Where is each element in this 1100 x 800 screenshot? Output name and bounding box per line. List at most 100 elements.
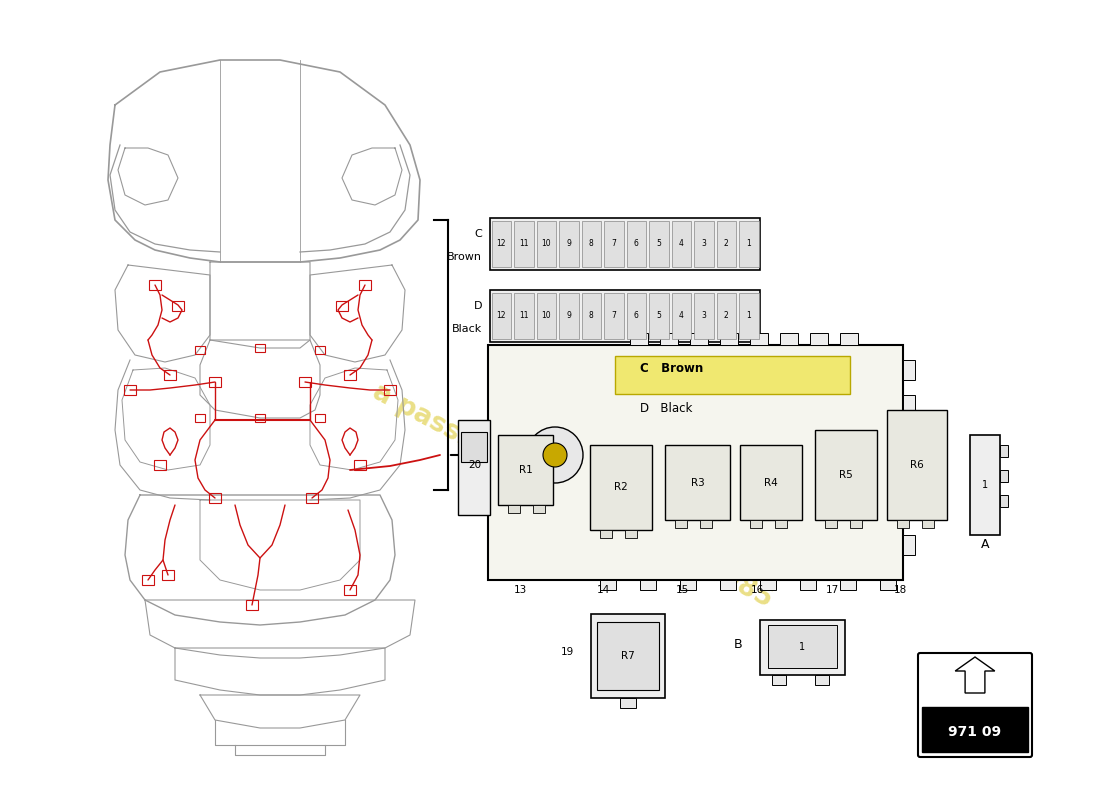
Bar xyxy=(255,414,265,422)
Bar xyxy=(694,221,714,267)
Bar xyxy=(604,293,624,339)
Text: D   Black: D Black xyxy=(640,402,692,414)
Text: 8: 8 xyxy=(588,311,594,321)
Bar xyxy=(582,221,601,267)
Bar xyxy=(559,293,579,339)
Bar xyxy=(604,221,624,267)
Bar xyxy=(246,600,258,610)
Bar xyxy=(490,290,760,342)
Text: 1: 1 xyxy=(982,480,988,490)
Bar xyxy=(591,614,666,698)
Bar xyxy=(903,395,915,415)
Bar xyxy=(597,622,659,690)
Bar xyxy=(359,280,371,290)
Bar xyxy=(255,344,265,352)
Text: 7: 7 xyxy=(612,239,616,249)
Bar xyxy=(600,580,616,590)
Text: R7: R7 xyxy=(621,651,635,661)
FancyArrow shape xyxy=(955,657,994,693)
Bar xyxy=(514,293,534,339)
Bar xyxy=(671,221,691,267)
Text: 8: 8 xyxy=(588,239,594,249)
Bar xyxy=(354,460,366,470)
Bar xyxy=(896,520,909,528)
Text: C   Brown: C Brown xyxy=(640,362,703,374)
Bar xyxy=(776,520,786,528)
Text: 15: 15 xyxy=(675,585,689,595)
Bar xyxy=(740,445,802,520)
Bar xyxy=(461,432,487,462)
Text: A: A xyxy=(981,538,989,551)
Bar xyxy=(537,293,556,339)
Text: 4: 4 xyxy=(679,239,684,249)
Bar xyxy=(582,293,601,339)
Text: 16: 16 xyxy=(750,585,763,595)
Bar xyxy=(750,520,762,528)
Bar xyxy=(195,346,205,354)
Text: 9: 9 xyxy=(566,239,571,249)
Bar xyxy=(344,585,356,595)
Bar xyxy=(162,570,174,580)
Bar xyxy=(825,520,837,528)
Bar xyxy=(772,675,786,685)
Circle shape xyxy=(543,443,566,467)
Bar xyxy=(508,505,520,513)
Bar xyxy=(720,580,736,590)
Text: 5: 5 xyxy=(657,239,661,249)
Bar xyxy=(344,370,356,380)
Text: 12: 12 xyxy=(496,311,506,321)
Bar xyxy=(615,356,850,394)
Bar xyxy=(750,333,768,345)
Bar xyxy=(815,675,829,685)
Bar xyxy=(903,430,915,450)
Text: 1: 1 xyxy=(747,311,751,321)
Text: 7: 7 xyxy=(612,311,616,321)
Bar xyxy=(627,293,646,339)
Text: 1: 1 xyxy=(800,642,805,653)
Bar xyxy=(675,520,688,528)
Bar xyxy=(720,333,738,345)
Bar xyxy=(649,221,669,267)
Bar xyxy=(490,218,760,270)
Bar xyxy=(850,520,862,528)
Text: C: C xyxy=(474,229,482,238)
Text: 6: 6 xyxy=(634,311,639,321)
Bar xyxy=(1000,470,1008,482)
Bar xyxy=(903,535,915,555)
Bar xyxy=(336,301,348,311)
Bar xyxy=(195,414,205,422)
FancyBboxPatch shape xyxy=(918,653,1032,757)
Bar xyxy=(640,580,656,590)
Bar xyxy=(625,530,637,538)
Text: 14: 14 xyxy=(596,585,609,595)
Bar xyxy=(739,221,759,267)
Bar xyxy=(124,385,136,395)
Bar xyxy=(840,580,856,590)
Bar xyxy=(739,293,759,339)
Text: 11: 11 xyxy=(519,239,528,249)
Text: R5: R5 xyxy=(839,470,853,480)
Bar xyxy=(922,520,934,528)
Bar xyxy=(690,333,708,345)
Bar xyxy=(800,580,816,590)
Bar xyxy=(815,430,877,520)
Bar xyxy=(780,333,798,345)
Text: 5: 5 xyxy=(657,311,661,321)
Bar xyxy=(209,377,221,387)
Bar xyxy=(1000,445,1008,457)
Text: 17: 17 xyxy=(825,585,838,595)
Bar xyxy=(315,346,324,354)
Text: R1: R1 xyxy=(518,465,532,475)
Bar xyxy=(922,707,1028,752)
Bar xyxy=(970,435,1000,535)
Bar xyxy=(671,293,691,339)
Text: 18: 18 xyxy=(893,585,906,595)
Text: 11: 11 xyxy=(519,311,528,321)
Bar xyxy=(458,420,490,515)
Text: 13: 13 xyxy=(514,585,527,595)
Text: 20: 20 xyxy=(469,460,482,470)
Bar xyxy=(164,370,176,380)
Text: R6: R6 xyxy=(910,460,924,470)
Bar xyxy=(559,221,579,267)
Bar xyxy=(716,221,736,267)
